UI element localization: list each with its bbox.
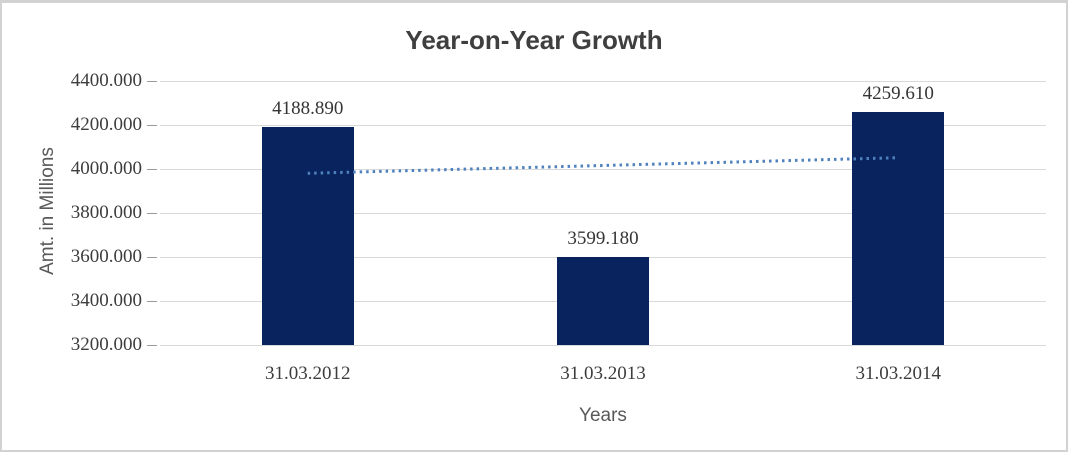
chart-title: Year-on-Year Growth [405, 25, 663, 55]
x-axis-category-label: 31.03.2012 [264, 363, 351, 384]
y-axis-tick [147, 169, 157, 170]
y-axis-tick [147, 125, 157, 126]
x-axis-category-label: 31.03.2014 [855, 363, 942, 384]
x-axis-category-label: 31.03.2013 [560, 363, 646, 384]
bar-value-label: 3599.180 [567, 228, 639, 250]
y-axis-tick-label: 4200.000 [70, 114, 142, 135]
gridline [160, 213, 1046, 214]
y-axis-tick-label: 3600.000 [70, 246, 142, 267]
y-axis-tick-label: 4000.000 [70, 158, 142, 179]
y-axis-tick [147, 81, 157, 82]
x-axis-title: Years [579, 405, 627, 426]
linear-trendline [307, 156, 899, 175]
y-axis-tick [147, 213, 157, 214]
gridline [160, 345, 1046, 346]
gridline [160, 125, 1046, 126]
bar [261, 127, 354, 345]
y-axis-tick-label: 3400.000 [70, 290, 142, 311]
y-axis-tick-label: 3800.000 [70, 202, 142, 223]
bar-value-label: 4259.610 [862, 82, 934, 104]
y-axis-tick [147, 257, 157, 258]
y-axis-title: Amt. in Millions [37, 147, 58, 275]
y-axis-tick-label: 3200.000 [70, 334, 142, 355]
y-axis-tick-label: 4400.000 [70, 70, 142, 91]
bar-value-label: 4188.890 [272, 98, 344, 120]
bar [557, 257, 649, 345]
bar [852, 111, 945, 345]
y-axis-tick [147, 345, 157, 346]
gridline [160, 81, 1046, 82]
y-axis-tick [147, 301, 157, 302]
